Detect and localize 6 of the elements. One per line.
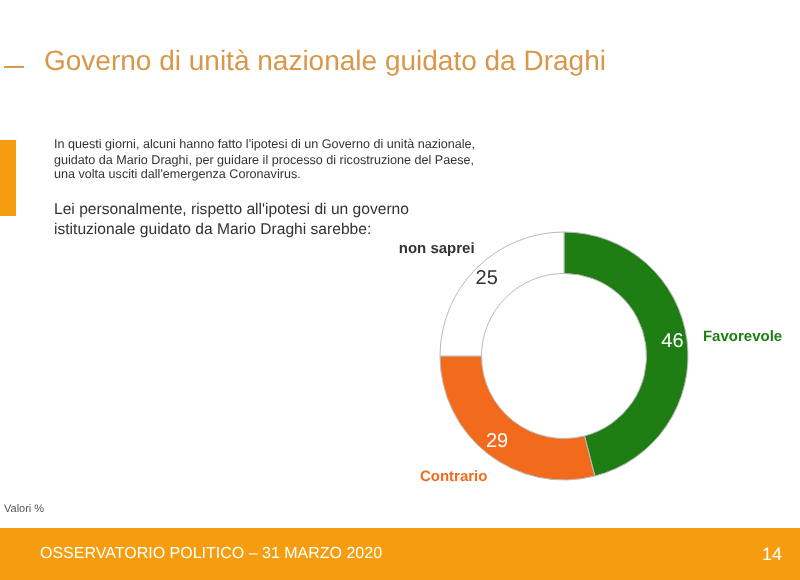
text: 14 bbox=[762, 544, 783, 564]
data-label: 25 bbox=[475, 267, 499, 290]
text: OSSERVATORIO POLITICO – 31 MARZO 2020 bbox=[40, 544, 383, 562]
chart-title: Governo di unità nazionale guidato da Draghi bbox=[44, 44, 606, 76]
data-label: 29 bbox=[485, 431, 510, 454]
data-label: 46 bbox=[661, 331, 685, 354]
